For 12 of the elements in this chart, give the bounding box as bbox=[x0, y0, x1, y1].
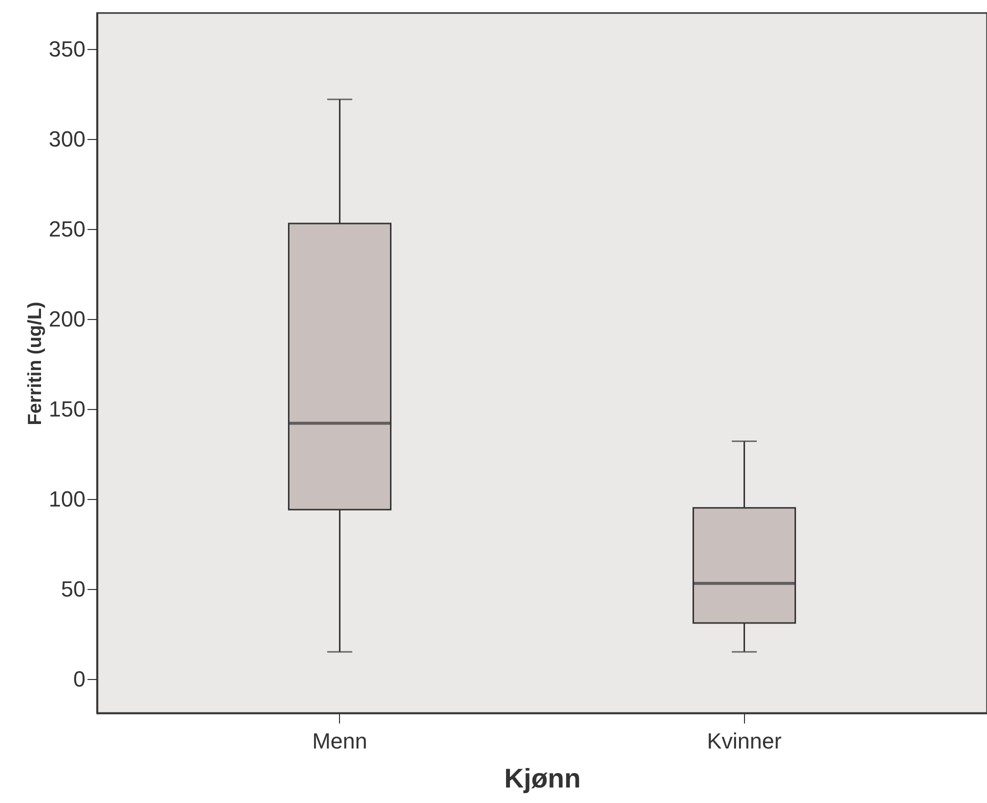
x-axis-title: Kjønn bbox=[504, 764, 581, 794]
x-tick-label: Menn bbox=[312, 728, 368, 754]
y-tick-label: 350 bbox=[48, 36, 86, 62]
y-tick-label: 0 bbox=[73, 666, 86, 692]
y-tick-label: 300 bbox=[48, 126, 86, 152]
y-tick-label: 50 bbox=[61, 576, 86, 602]
y-tick-label: 250 bbox=[48, 216, 86, 242]
y-axis-title: Ferritin (ug/L) bbox=[24, 302, 46, 426]
y-tick-label: 100 bbox=[48, 486, 86, 512]
x-tick-label: Kvinner bbox=[706, 728, 782, 754]
y-tick-label: 150 bbox=[48, 396, 86, 422]
y-tick-label: 200 bbox=[48, 306, 86, 332]
